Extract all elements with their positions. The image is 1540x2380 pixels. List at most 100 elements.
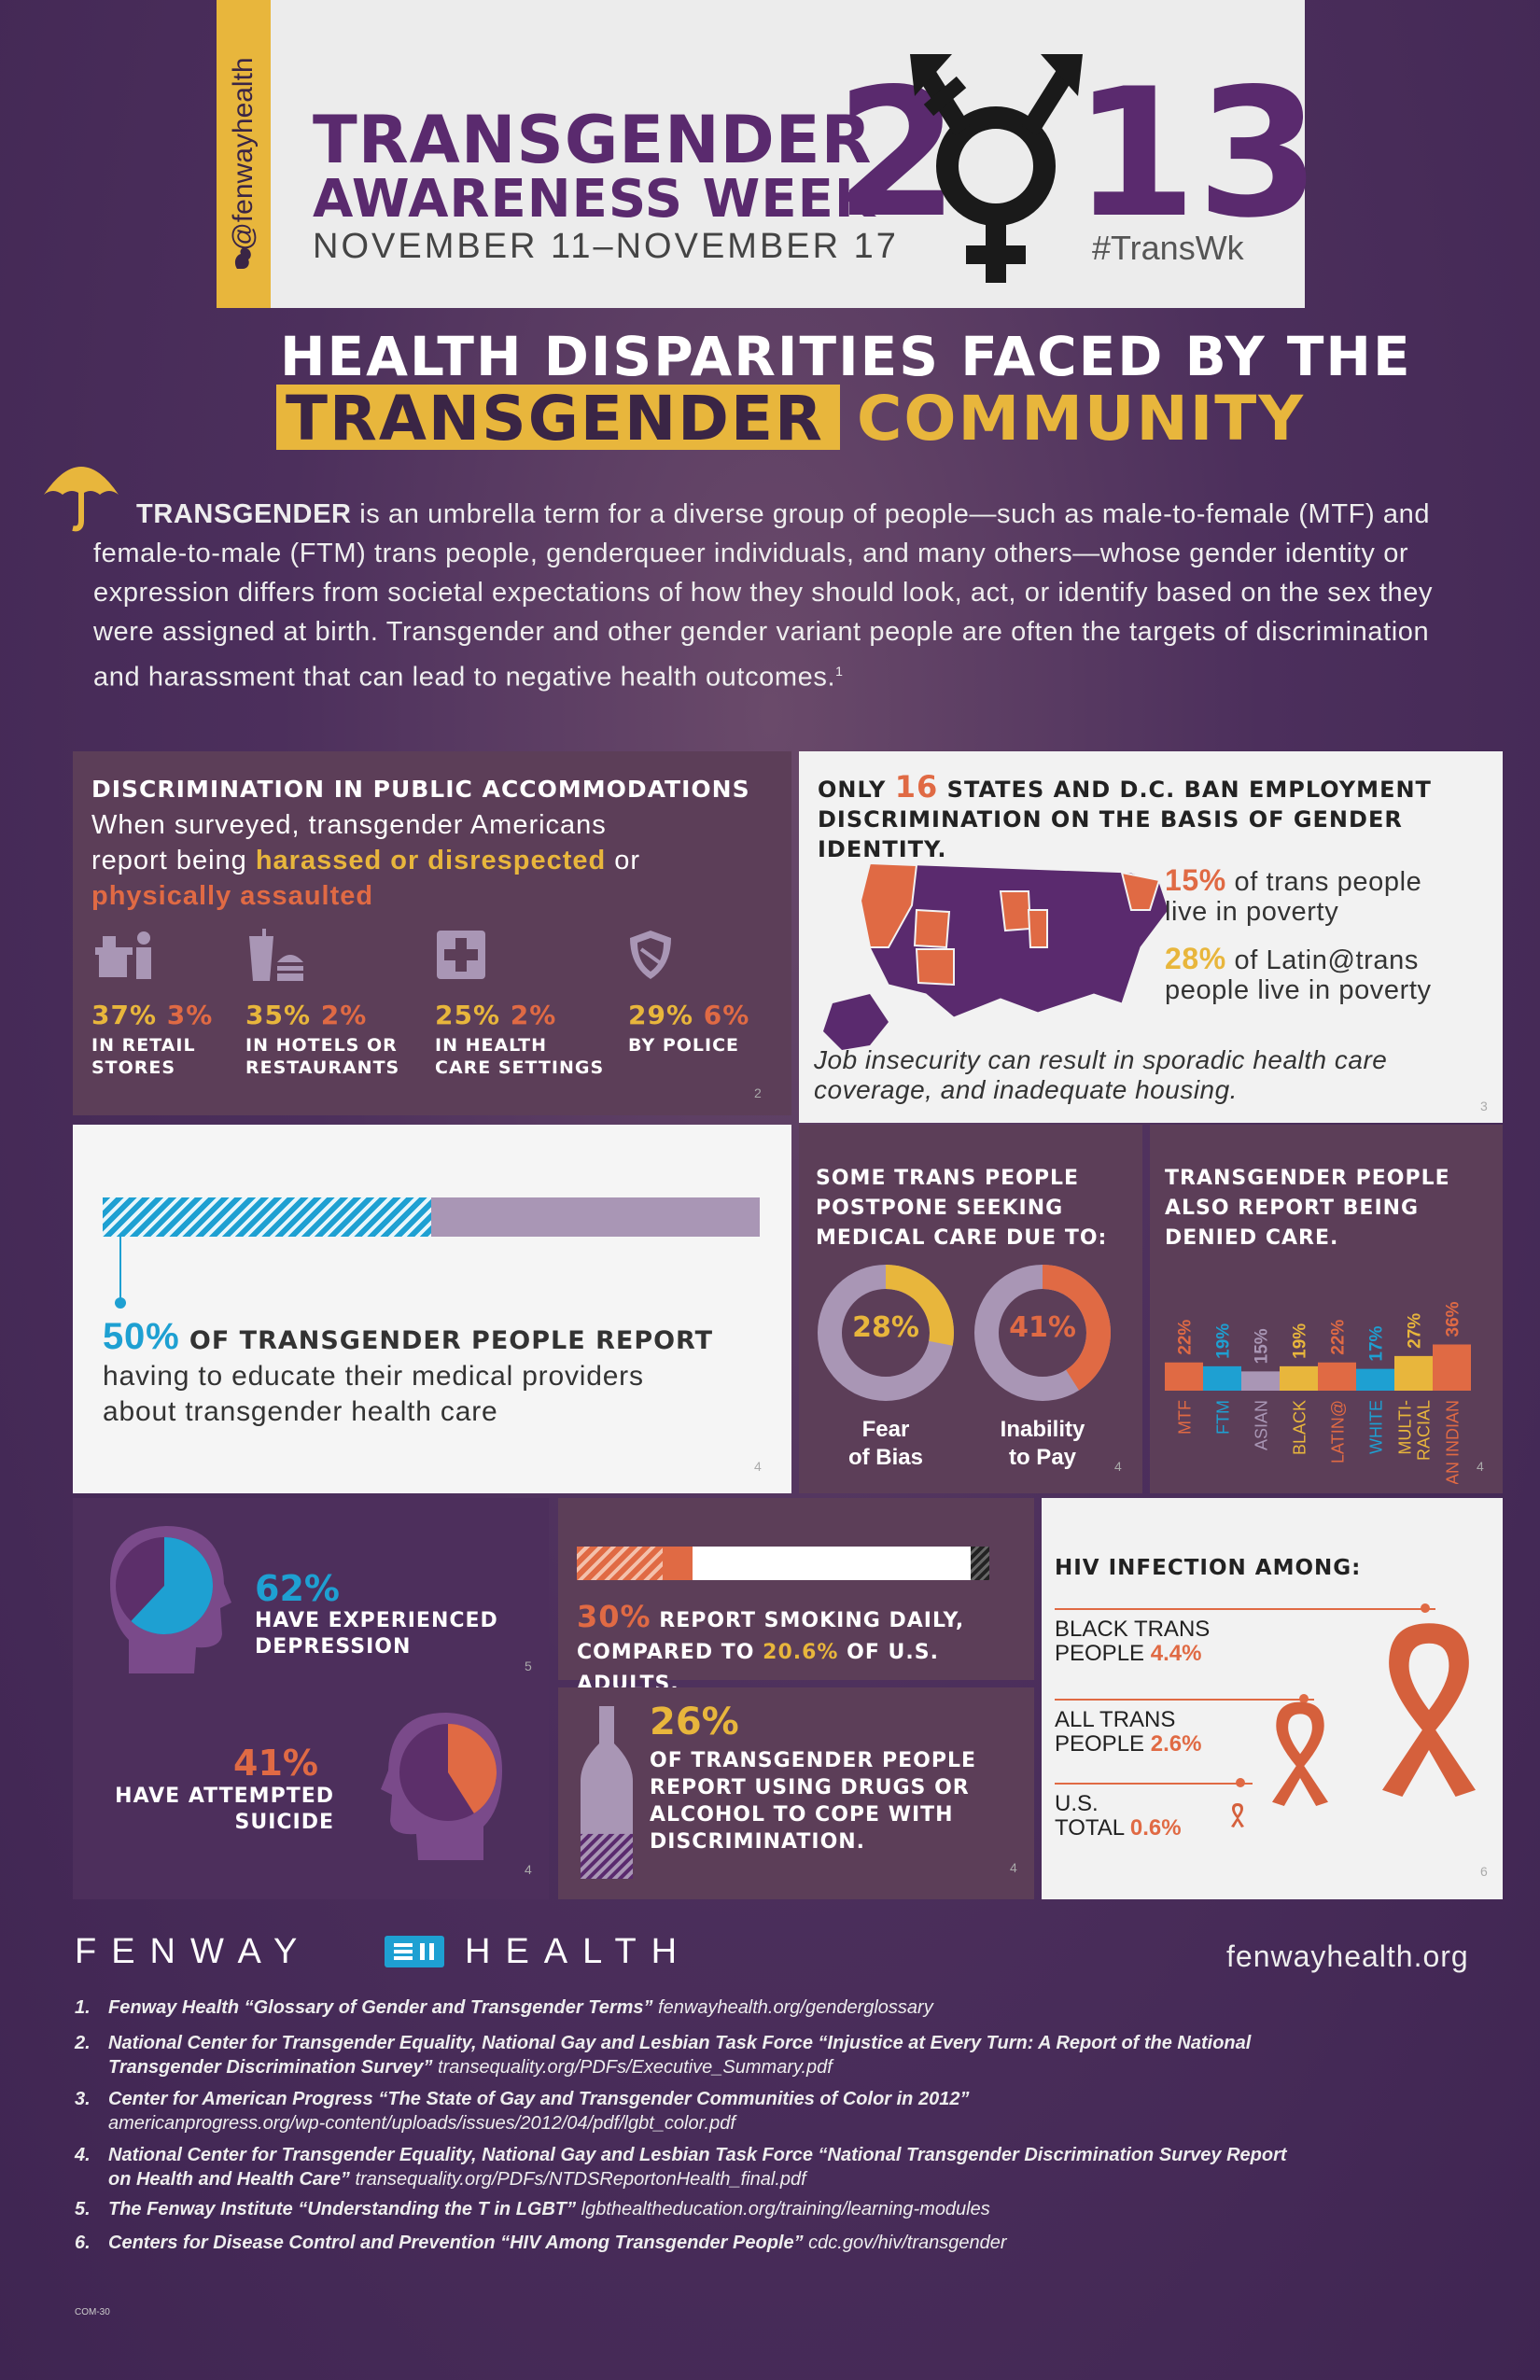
- us-map: [823, 861, 1169, 1050]
- category-label: MULTI-: [1396, 1400, 1415, 1455]
- fenway-brand[interactable]: FENWAY: [75, 1932, 313, 1971]
- hiv-panel: HIV INFECTION AMONG: BLACK TRANS PEOPLE 4…: [1042, 1498, 1503, 1899]
- cigarette-tip: [971, 1547, 989, 1580]
- hiv-line-3: [1055, 1783, 1253, 1785]
- aids-ribbon-small-icon: [1231, 1803, 1244, 1827]
- job-insecurity-note: Job insecurity can result in sporadic he…: [814, 1045, 1388, 1104]
- health-brand: HEALTH: [465, 1932, 693, 1971]
- category-label: FTM: [1214, 1400, 1233, 1435]
- discrimination-title: DISCRIMINATION IN PUBLIC ACCOMMODATIONS: [91, 776, 750, 803]
- postpone-title: SOME TRANS PEOPLE POSTPONE SEEKING MEDICAL…: [816, 1167, 1108, 1250]
- bar-value-label: 36%: [1444, 1301, 1463, 1337]
- drugs-text: OF TRANSGENDER PEOPLE REPORT USING DRUGS …: [650, 1749, 977, 1854]
- smoking-trans-bar: [577, 1547, 664, 1580]
- educate-text: 50% OF TRANSGENDER PEOPLE REPORT having …: [103, 1316, 714, 1427]
- drugs-panel: 26% OF TRANSGENDER PEOPLE REPORT USING DR…: [558, 1687, 1034, 1899]
- bar-americanindian: [1433, 1344, 1471, 1391]
- smoking-us-bar: [663, 1547, 693, 1580]
- event-title: TRANSGENDER AWARENESS WEEK: [313, 102, 876, 230]
- category-label: BLACK: [1291, 1400, 1309, 1455]
- smoking-panel: 30% REPORT SMOKING DAILY, COMPARED TO 20…: [558, 1498, 1034, 1696]
- intro-paragraph: TRANSGENDER is an umbrella term for a di…: [93, 495, 1475, 697]
- bar-value-label: 19%: [1291, 1323, 1310, 1359]
- hiv-line-2: [1055, 1699, 1314, 1701]
- smoking-text: 30% REPORT SMOKING DAILY, COMPARED TO 20…: [577, 1599, 965, 1696]
- aids-ribbon-large-icon: [1382, 1623, 1476, 1797]
- category-label: RACIAL: [1415, 1400, 1434, 1461]
- denied-care-chart: 22% MTF 19% FTM 15% ASIAN 19% BLACK 22% LATIN@ 17%…: [1165, 1301, 1471, 1484]
- reference-2: 2. National Center for Transgender Equali…: [75, 2033, 1252, 2078]
- suicide-pie: [448, 1724, 497, 1813]
- educate-bar-fill: [103, 1197, 431, 1237]
- reference-5: 5. The Fenway Institute “Understanding th…: [75, 2199, 990, 2219]
- hashtag[interactable]: #TransWk: [1092, 229, 1244, 267]
- ref-number: 5: [525, 1659, 532, 1673]
- food-icon: [249, 929, 303, 981]
- bar-value-label: 15%: [1253, 1328, 1272, 1364]
- bar-value-label: 22%: [1329, 1320, 1349, 1355]
- inability-donut: [974, 1265, 1111, 1401]
- fenway-logo-icon: [385, 1936, 444, 1967]
- document-code: COM-30: [75, 2307, 110, 2317]
- educate-connector: [119, 1237, 121, 1300]
- postpone-panel: SOME TRANS PEOPLE POSTPONE SEEKING MEDICAL…: [799, 1125, 1142, 1493]
- educate-panel: 50% OF TRANSGENDER PEOPLE REPORT having …: [73, 1125, 791, 1493]
- website-link[interactable]: fenwayhealth.org: [1226, 1939, 1469, 1973]
- intro-lead: TRANSGENDER: [136, 499, 352, 529]
- hiv-dot-1: [1421, 1603, 1430, 1613]
- headline-highlight: [276, 385, 840, 450]
- reference-4: 4. National Center for Transgender Equali…: [75, 2145, 1287, 2190]
- depression-pct: 62%: [255, 1568, 340, 1609]
- discrimination-subtitle: When surveyed, transgender Americans rep…: [91, 810, 641, 911]
- poverty-stat-1: 15% of trans people live in poverty: [1165, 863, 1422, 927]
- reference-3: 3. Center for American Progress “The Stat…: [75, 2089, 970, 2134]
- stat-health-care: 25% 2% IN HEALTH CARE SETTINGS: [435, 1000, 605, 1078]
- retail-icon: [95, 931, 151, 979]
- twitter-handle-strip[interactable]: @fenwayhealth: [217, 0, 271, 308]
- fear-donut: [818, 1265, 954, 1401]
- hiv-title: HIV INFECTION AMONG:: [1055, 1556, 1362, 1580]
- bar-black: [1280, 1365, 1318, 1391]
- ref-number: 6: [1480, 1864, 1488, 1879]
- references-list: 1. Fenway Health “Glossary of Gender and …: [75, 1997, 1475, 2266]
- category-label: ASIAN: [1253, 1400, 1271, 1450]
- police-badge-icon: [630, 931, 671, 979]
- bottle-icon: [581, 1706, 633, 1879]
- ref-number: 4: [525, 1862, 532, 1877]
- bar-asian: [1241, 1371, 1280, 1391]
- mental-health-panel: 62% HAVE EXPERIENCED DEPRESSION 5 41% HAV…: [73, 1498, 549, 1899]
- hiv-all-trans: ALL TRANS PEOPLE 2.6%: [1055, 1707, 1202, 1757]
- bar-value-label: 17%: [1367, 1325, 1387, 1361]
- headline-community: COMMUNITY: [857, 383, 1306, 455]
- reference-1: 1. Fenway Health “Glossary of Gender and …: [75, 1997, 933, 2018]
- hiv-line-1: [1055, 1608, 1435, 1610]
- ref-number: 3: [1480, 1099, 1488, 1113]
- stat-hotels: 35% 2% IN HOTELS OR RESTAURANTS: [245, 1000, 400, 1078]
- fear-label: Fear of Bias: [847, 1417, 923, 1470]
- denied-title: TRANSGENDER PEOPLE ALSO REPORT BEING DENIE…: [1165, 1167, 1450, 1250]
- educate-dot: [115, 1297, 126, 1309]
- ref-number: 4: [1010, 1860, 1017, 1875]
- category-label: AMERICAN INDIAN: [1444, 1400, 1463, 1484]
- fear-pct: 28%: [852, 1311, 919, 1344]
- bar-white: [1356, 1368, 1394, 1391]
- transgender-symbol-icon: [910, 54, 1083, 283]
- twitter-handle: @fenwayhealth: [228, 57, 259, 251]
- umbrella-icon: [44, 467, 119, 532]
- aids-ribbon-medium-icon: [1272, 1701, 1328, 1806]
- hiv-dot-3: [1236, 1778, 1245, 1787]
- states-panel: ONLY 16 STATES AND D.C. BAN EMPLOYMENT D…: [799, 751, 1503, 1123]
- header-card: [217, 0, 1305, 308]
- headline-line1: HEALTH DISPARITIES FACED BY THE: [280, 325, 1412, 388]
- category-label: MTF: [1176, 1400, 1195, 1435]
- discrimination-panel: DISCRIMINATION IN PUBLIC ACCOMMODATIONS …: [73, 751, 791, 1115]
- bar-value-label: 19%: [1214, 1323, 1234, 1359]
- states-title: ONLY 16 STATES AND D.C. BAN EMPLOYMENT D…: [818, 769, 1432, 862]
- bar-mtf: [1165, 1362, 1203, 1391]
- ref-number: 4: [1114, 1459, 1122, 1474]
- bar-value-label: 22%: [1176, 1320, 1196, 1355]
- depression-pie: [131, 1537, 213, 1634]
- ref-number: 4: [754, 1459, 762, 1474]
- hiv-dot-2: [1299, 1694, 1309, 1703]
- reference-6: 6. Centers for Disease Control and Preven…: [75, 2233, 1007, 2253]
